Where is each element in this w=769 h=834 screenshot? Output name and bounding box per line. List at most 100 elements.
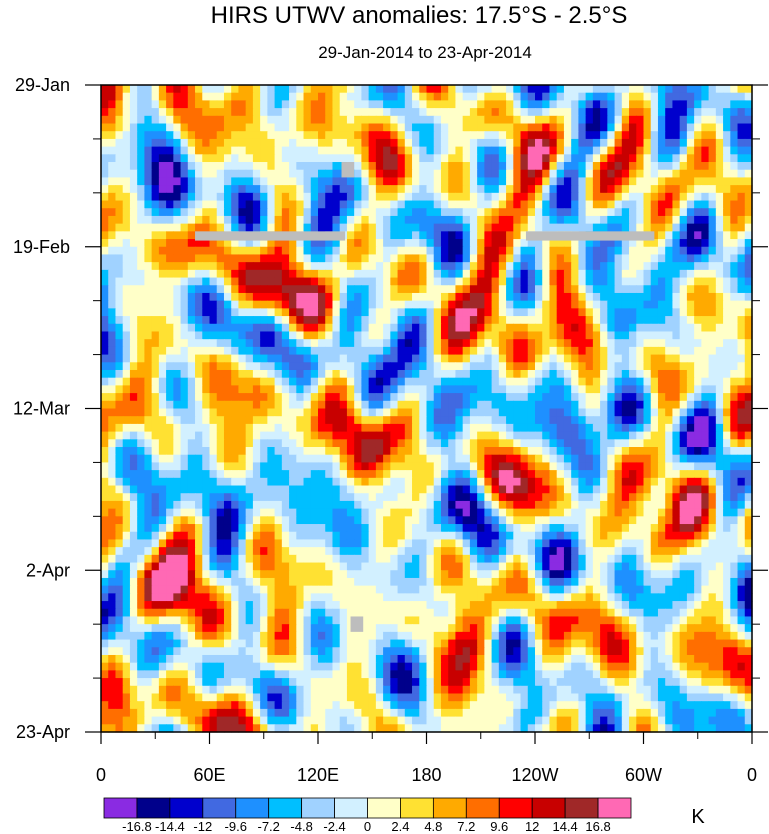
heat-cell <box>368 393 377 402</box>
heat-cell <box>715 200 724 209</box>
heat-cell <box>101 470 109 479</box>
heat-cell <box>231 92 240 101</box>
heat-cell <box>187 269 196 279</box>
heat-cell <box>303 362 312 371</box>
heat-cell <box>346 493 355 502</box>
heat-cell <box>187 131 196 140</box>
heat-cell <box>180 192 189 202</box>
heat-cell <box>708 115 717 125</box>
heat-cell <box>592 346 601 356</box>
heat-cell <box>549 393 558 402</box>
heat-cell <box>498 331 507 340</box>
heat-cell <box>173 316 182 325</box>
heat-cell <box>484 292 493 302</box>
heat-cell <box>412 431 420 440</box>
heat-cell <box>252 369 261 379</box>
heat-cell <box>723 200 731 209</box>
heat-cell <box>491 239 500 248</box>
heat-cell <box>607 239 616 248</box>
heat-cell <box>440 369 449 379</box>
heat-cell <box>332 185 341 194</box>
heat-cell <box>506 154 514 163</box>
heat-cell <box>216 339 225 348</box>
heat-cell <box>260 262 268 271</box>
heat-cell <box>426 254 435 263</box>
heat-cell <box>491 131 500 140</box>
heat-cell <box>325 439 334 448</box>
heat-cell <box>137 500 145 510</box>
heat-cell <box>267 185 276 194</box>
heat-cell <box>202 508 211 517</box>
heat-cell <box>650 408 659 417</box>
heat-cell <box>339 354 348 363</box>
heat-cell <box>281 423 290 433</box>
heat-cell <box>129 254 138 263</box>
heat-cell <box>375 192 384 202</box>
heat-cell <box>665 239 674 248</box>
heat-cell <box>375 462 384 471</box>
heat-cell <box>231 246 240 256</box>
heat-cell <box>339 477 348 487</box>
heat-cell <box>101 138 109 148</box>
heat-cell <box>535 300 543 309</box>
heat-cell <box>542 239 551 248</box>
heat-cell <box>252 138 261 148</box>
heat-cell <box>585 416 594 425</box>
heat-cell <box>158 162 167 171</box>
heat-cell <box>535 393 543 402</box>
heat-cell <box>267 423 276 433</box>
heat-cell <box>158 400 167 410</box>
heat-cell <box>737 493 746 502</box>
heat-cell <box>556 500 565 510</box>
heat-cell <box>267 100 276 109</box>
heat-cell <box>730 223 739 232</box>
heat-cell <box>730 385 739 394</box>
heat-cell <box>679 447 688 456</box>
heat-cell <box>578 108 587 117</box>
heat-cell <box>223 346 232 356</box>
heat-cell <box>549 308 558 317</box>
heat-cell <box>701 169 710 179</box>
heat-cell <box>440 254 449 263</box>
heat-cell <box>231 131 240 140</box>
heat-cell <box>665 369 674 379</box>
heat-cell <box>115 262 124 271</box>
heat-cell <box>498 346 507 356</box>
heat-cell <box>108 131 117 140</box>
heat-cell <box>607 454 616 464</box>
heat-cell <box>665 439 674 448</box>
heat-cell <box>730 192 739 202</box>
heat-cell <box>636 477 645 487</box>
heat-cell <box>231 208 240 217</box>
heat-cell <box>252 431 261 440</box>
heat-cell <box>621 300 630 309</box>
heat-cell <box>231 354 240 363</box>
heat-cell <box>303 508 312 517</box>
heat-cell <box>715 423 724 433</box>
heat-cell <box>223 500 232 510</box>
heat-cell <box>180 470 189 479</box>
heat-cell <box>339 346 348 356</box>
heat-cell <box>708 123 717 132</box>
heat-cell <box>332 493 341 502</box>
heat-cell <box>216 131 225 140</box>
heat-cell <box>621 292 630 302</box>
heat-cell <box>346 462 355 471</box>
heat-cell <box>708 231 717 240</box>
heat-cell <box>339 423 348 433</box>
heat-cell <box>440 239 449 248</box>
heat-cell <box>650 385 659 394</box>
heat-cell <box>129 462 138 471</box>
heat-cell <box>520 154 529 163</box>
heat-cell <box>556 439 565 448</box>
heat-cell <box>412 200 420 209</box>
heat-cell <box>621 493 630 502</box>
heat-cell <box>289 346 297 356</box>
heat-cell <box>115 485 124 494</box>
heat-cell <box>455 377 464 386</box>
heat-cell <box>129 92 138 101</box>
heat-cell <box>535 169 543 179</box>
heat-cell <box>187 316 196 325</box>
heat-cell <box>665 146 674 155</box>
heat-cell <box>571 369 579 379</box>
